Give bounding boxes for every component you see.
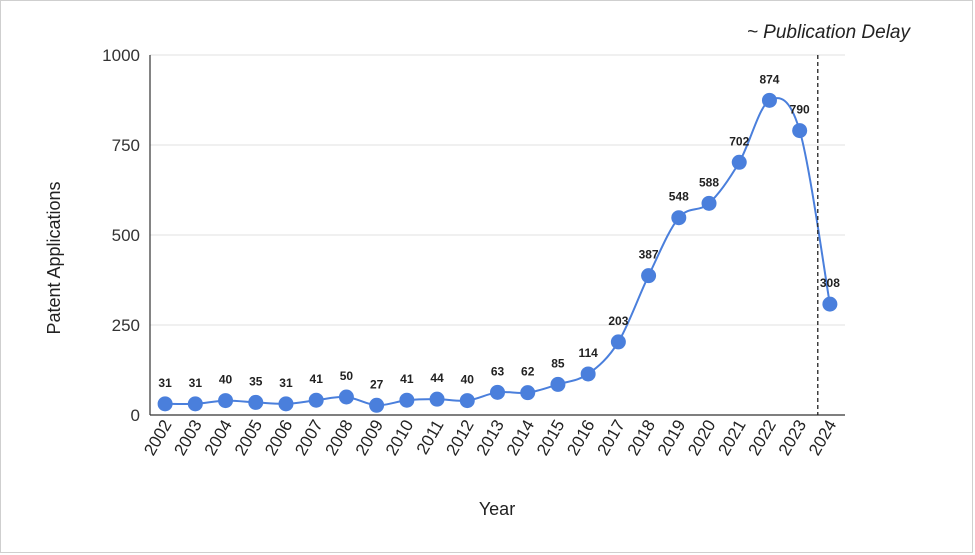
data-point-2003 — [187, 396, 203, 412]
x-tick-2015: 2015 — [533, 417, 568, 459]
data-point-2008 — [338, 389, 354, 405]
data-label-2017: 203 — [608, 314, 628, 328]
x-tick-2011: 2011 — [413, 417, 448, 458]
data-label-2011: 44 — [430, 371, 444, 385]
y-tick-750: 750 — [112, 136, 140, 155]
x-tick-2006: 2006 — [261, 417, 296, 459]
data-label-2012: 40 — [461, 373, 475, 387]
x-tick-2012: 2012 — [442, 417, 477, 459]
x-tick-2005: 2005 — [231, 417, 266, 459]
data-label-2015: 85 — [551, 356, 565, 370]
x-tick-2017: 2017 — [593, 417, 628, 459]
data-point-2016 — [580, 366, 596, 382]
x-tick-2004: 2004 — [201, 417, 236, 459]
data-point-2019 — [671, 210, 687, 226]
publication-delay-annotation: ~ Publication Delay — [747, 22, 912, 43]
data-point-2012 — [459, 393, 475, 409]
x-tick-2009: 2009 — [352, 417, 387, 459]
data-point-2024 — [822, 296, 838, 312]
x-tick-2002: 2002 — [140, 417, 175, 459]
x-tick-2020: 2020 — [684, 417, 719, 459]
data-point-2018 — [641, 268, 657, 284]
axes — [149, 55, 845, 416]
data-point-2023 — [792, 123, 808, 139]
data-point-2022 — [761, 92, 777, 108]
data-label-2003: 31 — [189, 376, 203, 390]
y-tick-1000: 1000 — [102, 46, 140, 65]
data-label-2013: 63 — [491, 364, 505, 378]
data-label-2004: 40 — [219, 373, 233, 387]
x-tick-2007: 2007 — [291, 417, 326, 459]
data-point-2021 — [731, 154, 747, 170]
x-tick-2008: 2008 — [322, 417, 357, 459]
y-tick-250: 250 — [112, 316, 140, 335]
data-label-2022: 874 — [759, 72, 779, 86]
y-tick-labels: 0 250 500 750 1000 — [102, 46, 140, 425]
y-tick-500: 500 — [112, 226, 140, 245]
x-tick-2010: 2010 — [382, 417, 417, 459]
data-point-2007 — [308, 392, 324, 408]
data-point-2010 — [399, 392, 415, 408]
data-point-2004 — [218, 393, 234, 409]
data-label-2020: 588 — [699, 175, 719, 189]
data-labels: 31 31 40 35 31 41 50 27 41 44 40 63 62 85 114 203 387 548… — [158, 72, 840, 391]
x-tick-2013: 2013 — [473, 417, 508, 459]
data-point-2013 — [490, 384, 505, 400]
data-label-2018: 387 — [639, 248, 659, 262]
data-label-2005: 35 — [249, 374, 263, 388]
y-tick-0: 0 — [131, 406, 140, 425]
data-label-2008: 50 — [340, 369, 354, 383]
data-point-2014 — [520, 385, 536, 401]
data-label-2016: 114 — [578, 346, 598, 360]
x-tick-2018: 2018 — [624, 417, 659, 459]
data-label-2002: 31 — [158, 376, 172, 390]
x-tick-2019: 2019 — [654, 417, 689, 459]
data-point-2011 — [429, 391, 445, 407]
data-point-2006 — [278, 396, 294, 412]
data-point-2009 — [369, 397, 385, 413]
x-tick-2014: 2014 — [503, 417, 538, 459]
x-axis-title: Year — [479, 499, 515, 519]
x-tick-2003: 2003 — [170, 417, 205, 459]
data-point-2015 — [550, 376, 566, 392]
data-label-2009: 27 — [370, 377, 384, 391]
data-label-2019: 548 — [669, 190, 689, 204]
data-label-2023: 790 — [790, 103, 810, 117]
data-series — [157, 92, 838, 413]
x-tick-2024: 2024 — [805, 417, 840, 459]
x-tick-labels: 2002200320042005200620072008200920102011… — [140, 417, 840, 459]
data-point-2002 — [157, 396, 173, 412]
x-tick-2022: 2022 — [745, 417, 780, 459]
data-label-2024: 308 — [820, 276, 840, 290]
data-point-2020 — [701, 195, 717, 211]
x-tick-2021: 2021 — [714, 417, 749, 459]
data-label-2006: 31 — [279, 376, 293, 390]
gridlines — [150, 54, 845, 326]
data-label-2014: 62 — [521, 365, 535, 379]
data-label-2021: 702 — [729, 134, 749, 148]
y-axis-title: Patent Applications — [44, 181, 64, 334]
data-label-2010: 41 — [400, 372, 414, 386]
x-tick-2023: 2023 — [775, 417, 810, 459]
data-label-2007: 41 — [310, 372, 324, 386]
data-point-2017 — [610, 334, 626, 350]
x-tick-2016: 2016 — [563, 417, 598, 459]
data-point-2005 — [248, 394, 264, 410]
